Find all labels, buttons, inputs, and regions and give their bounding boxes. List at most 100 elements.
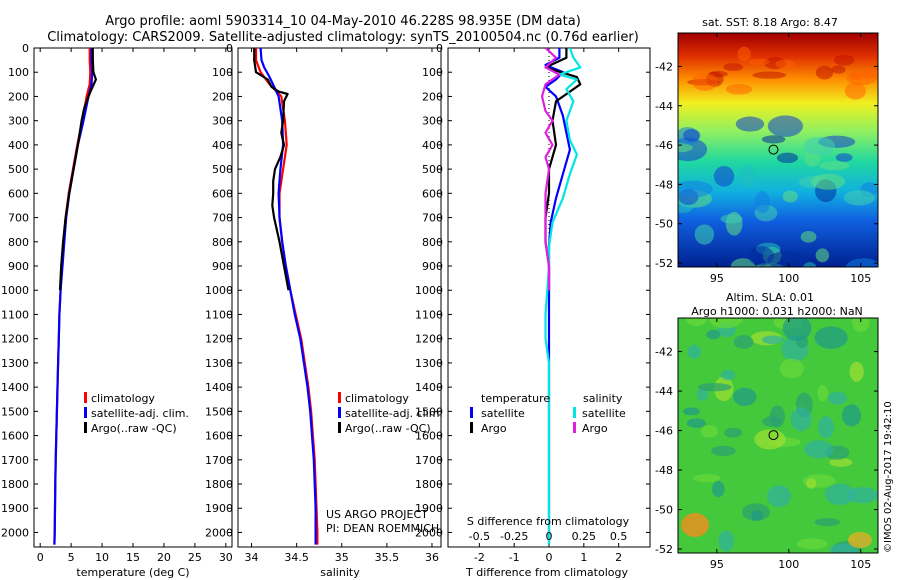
lat-tick-label: -48: [655, 178, 673, 191]
legend-label-argo: Argo(..raw -QC): [91, 422, 177, 435]
lat-tick-label: -50: [655, 218, 673, 231]
depth-tick-label: 1800: [205, 478, 233, 491]
lat-tick-label: -52: [655, 543, 673, 556]
lat-tick-label: -46: [655, 139, 673, 152]
legend-swatch-argo: [338, 422, 341, 433]
depth-tick-label: 600: [8, 187, 29, 200]
s-tick-label: -0.5: [469, 530, 490, 543]
sla-texture: [706, 329, 721, 340]
sst-texture: [844, 82, 866, 100]
sla-texture: [803, 440, 834, 459]
sst-texture: [835, 153, 853, 162]
sla-map: Altim. SLA: 0.01 Argo h1000: 0.031 h2000…: [655, 291, 879, 571]
sst-texture: [815, 65, 834, 80]
sla-map-title1: Altim. SLA: 0.01: [726, 291, 814, 304]
depth-tick-label: 700: [8, 212, 29, 225]
sla-texture: [693, 474, 721, 483]
sla-texture: [827, 391, 848, 405]
lon-tick-label: 105: [850, 558, 871, 571]
lat-tick-label: -46: [655, 425, 673, 438]
sla-texture: [685, 318, 708, 327]
sla-texture: [817, 384, 829, 402]
depth-tick-label: 1800: [415, 478, 443, 491]
depth-tick-label: 200: [8, 90, 29, 103]
salinity-legend: climatology satellite-adj. clim. Argo(..…: [338, 392, 443, 435]
sla-texture: [796, 538, 828, 550]
sst-texture: [740, 164, 756, 188]
depth-tick-label: 100: [8, 66, 29, 79]
difference-legend: temperature salinity satellite Argo sate…: [470, 392, 626, 435]
lat-tick-label: -48: [655, 464, 673, 477]
depth-tick-label: 1000: [415, 284, 443, 297]
depth-tick-label: 1200: [1, 333, 29, 346]
sst-texture: [776, 152, 799, 164]
depth-tick-label: 600: [422, 187, 443, 200]
depth-tick-label: 400: [8, 139, 29, 152]
lon-tick-label: 100: [778, 558, 799, 571]
salinity-xlabel: salinity: [320, 566, 360, 579]
sla-texture: [700, 425, 719, 438]
sla-texture: [733, 335, 754, 349]
depth-tick-label: 2000: [1, 526, 29, 539]
depth-tick-label: 1900: [1, 502, 29, 515]
depth-tick-label: 800: [8, 236, 29, 249]
sla-texture: [751, 510, 764, 521]
legend-swatch-climatology: [84, 392, 87, 403]
sla-texture: [824, 483, 856, 506]
legend-label-t-satellite: satellite: [481, 407, 525, 420]
legend-label-satellite: satellite-adj. clim.: [91, 407, 189, 420]
sla-texture: [790, 407, 812, 432]
sla-texture: [708, 318, 743, 329]
depth-tick-label: 1400: [205, 381, 233, 394]
sla-texture: [848, 532, 872, 548]
sst-map-title: sat. SST: 8.18 Argo: 8.47: [702, 16, 838, 29]
depth-tick-label: 900: [212, 260, 233, 273]
s-tick-label: 0: [546, 530, 553, 543]
depth-tick-label: 600: [212, 187, 233, 200]
sst-texture: [730, 258, 756, 267]
depth-tick-label: 1700: [1, 454, 29, 467]
sla-texture: [682, 407, 700, 416]
depth-tick-label: 2000: [205, 526, 233, 539]
series-line-satellite: [544, 48, 582, 545]
sla-texture: [852, 318, 870, 333]
depth-tick-label: 1400: [1, 381, 29, 394]
legend-label-climatology: climatology: [345, 392, 409, 405]
x-tick-label: 35.5: [375, 551, 400, 564]
depth-tick-label: 1700: [205, 454, 233, 467]
sst-texture: [800, 231, 817, 243]
sst-texture: [803, 136, 836, 156]
legend-swatch-s-satellite: [573, 407, 576, 418]
sla-map-frame: [677, 317, 879, 554]
depth-tick-label: 1000: [1, 284, 29, 297]
depth-tick-label: 1600: [415, 430, 443, 443]
depth-tick-label: 400: [212, 139, 233, 152]
argo-position-marker: [768, 144, 779, 155]
depth-tick-label: 1200: [415, 333, 443, 346]
legend-label-argo: Argo(..raw -QC): [345, 422, 431, 435]
series-line-satellite-adj-clim-: [53, 48, 94, 545]
x-tick-label: -2: [474, 551, 485, 564]
sst-texture: [748, 58, 770, 66]
x-tick-label: 0: [546, 551, 553, 564]
sla-texture: [829, 543, 858, 553]
lat-tick-label: -50: [655, 504, 673, 517]
series-line-argo: [540, 48, 561, 291]
x-tick-label: 20: [157, 551, 171, 564]
lat-tick-label: -42: [655, 346, 673, 359]
sla-texture: [681, 513, 709, 537]
sla-texture: [767, 485, 792, 508]
sst-texture: [723, 63, 744, 72]
x-tick-label: 34: [245, 551, 259, 564]
s-tick-label: 0.5: [610, 530, 628, 543]
temperature-legend: climatology satellite-adj. clim. Argo(..…: [84, 392, 189, 435]
lat-tick-label: -42: [655, 60, 673, 73]
depth-tick-label: 800: [422, 236, 443, 249]
sla-texture: [762, 416, 782, 427]
x-tick-label: -1: [509, 551, 520, 564]
sla-texture: [733, 387, 757, 406]
x-tick-label: 10: [95, 551, 109, 564]
legend-swatch-t-satellite: [470, 407, 473, 418]
figure-title-line1: Argo profile: aoml 5903314_10 04-May-201…: [105, 14, 581, 29]
sst-texture: [846, 70, 878, 86]
